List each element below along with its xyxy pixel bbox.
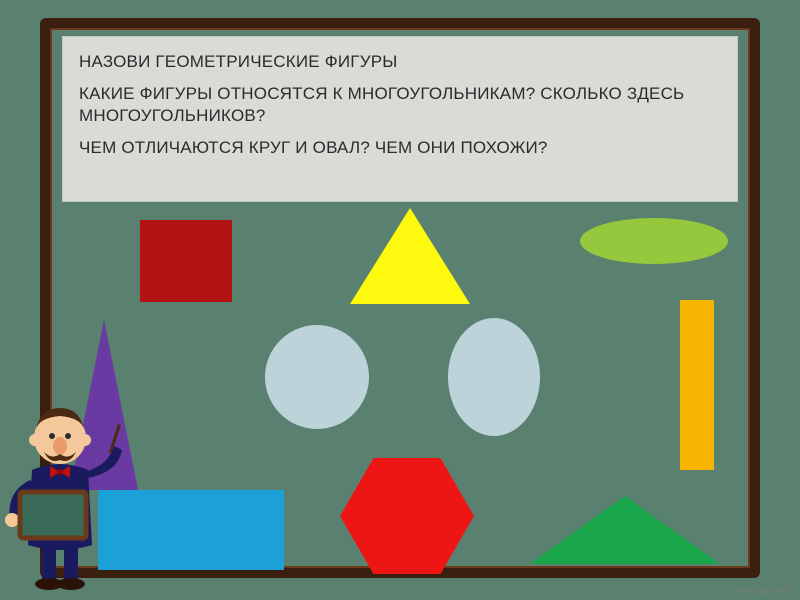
red-square	[140, 220, 232, 302]
red-hexagon	[340, 458, 474, 574]
question-line-1: НАЗОВИ ГЕОМЕТРИЧЕСКИЕ ФИГУРЫ	[79, 51, 721, 73]
yellow-triangle	[350, 208, 470, 304]
credit-text: www.fppt.info	[733, 585, 792, 596]
shapes-svg	[50, 200, 750, 580]
question-card: НАЗОВИ ГЕОМЕТРИЧЕСКИЕ ФИГУРЫ КАКИЕ ФИГУР…	[62, 36, 738, 202]
shapes-area	[50, 200, 750, 580]
green-ellipse	[580, 218, 728, 264]
orange-vertical-rectangle	[680, 300, 714, 470]
teacher-illustration	[0, 380, 130, 590]
question-line-3: ЧЕМ ОТЛИЧАЮТСЯ КРУГ И ОВАЛ? ЧЕМ ОНИ ПОХО…	[79, 137, 721, 159]
light-blue-oval	[448, 318, 540, 436]
light-blue-circle	[265, 325, 369, 429]
green-low-triangle	[530, 496, 720, 564]
question-line-2: КАКИЕ ФИГУРЫ ОТНОСЯТСЯ К МНОГОУГОЛЬНИКАМ…	[79, 83, 721, 127]
